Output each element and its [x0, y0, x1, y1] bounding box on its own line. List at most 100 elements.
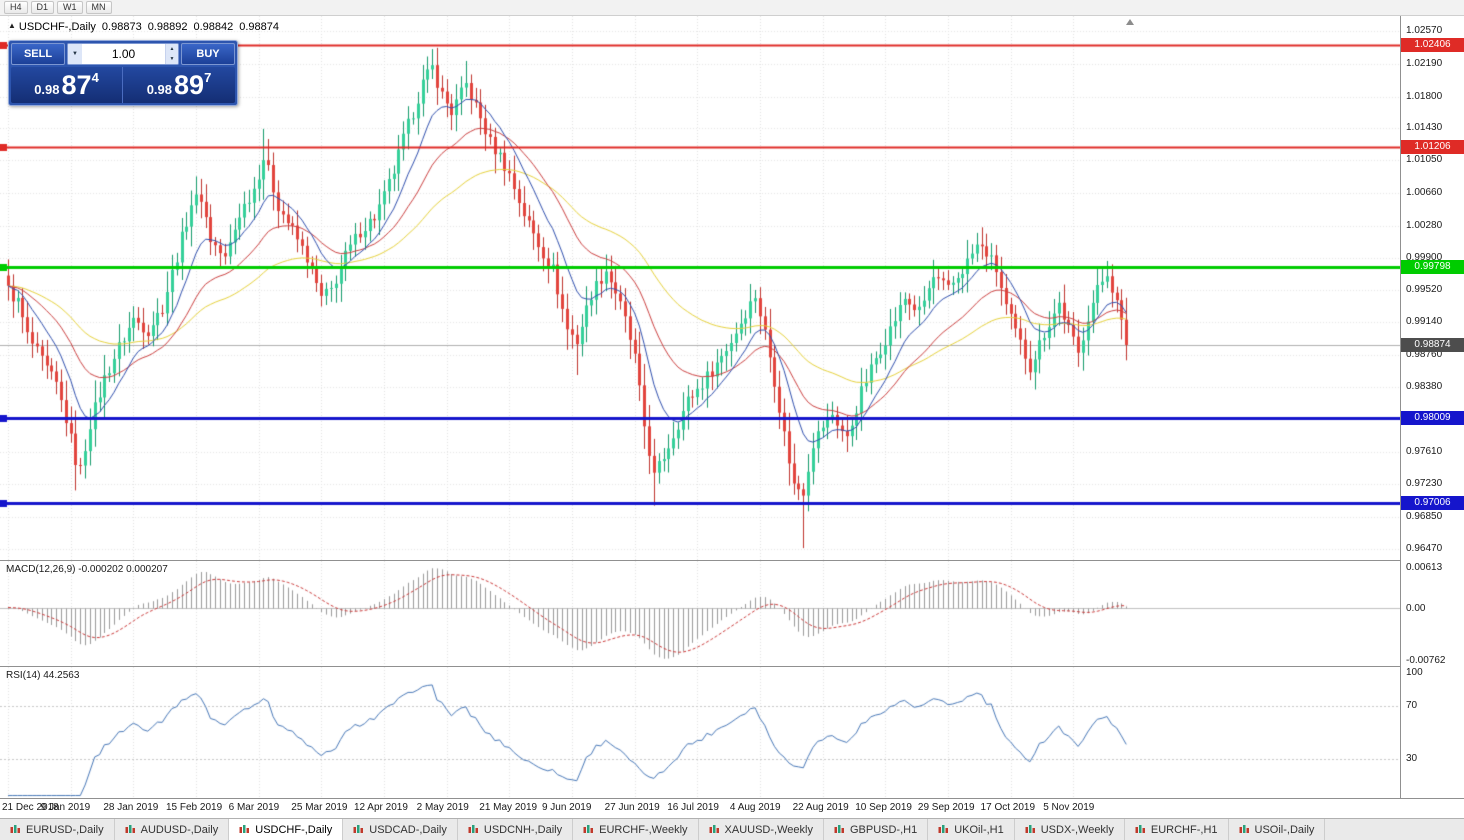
- tab-chart-icon: [938, 824, 949, 835]
- chart-tab[interactable]: USDCNH-,Daily: [458, 819, 574, 840]
- price-axis-label: 0.99140: [1406, 316, 1443, 328]
- chart-tab[interactable]: GBPUSD-,H1: [824, 819, 929, 840]
- macd-axis-max: 0.00613: [1406, 562, 1443, 573]
- volume-input[interactable]: 1.00: [111, 47, 136, 61]
- rsi-axis-label: 100: [1406, 667, 1423, 678]
- timeframe-toolbar: H4 D1 W1 MN: [0, 0, 1464, 16]
- tab-chart-icon: [10, 824, 21, 835]
- rsi-canvas[interactable]: [0, 667, 1400, 798]
- date-axis[interactable]: 21 Dec 2018 9 Jan 2019 28 Jan 2019 15 Feb 2…: [0, 798, 1464, 818]
- date-axis-label: 4 Aug 2019: [729, 802, 781, 813]
- chart-tab[interactable]: EURUSD-,Daily: [0, 819, 115, 840]
- chart-shift-marker[interactable]: [1126, 19, 1134, 25]
- tab-label: USDCNH-,Daily: [483, 823, 563, 836]
- price-axis-label: 1.02190: [1406, 57, 1443, 69]
- date-axis-label: 22 Aug 2019: [792, 802, 849, 813]
- chart-tab[interactable]: USDCAD-,Daily: [343, 819, 458, 840]
- price-axis-label: 0.99520: [1406, 284, 1443, 296]
- date-axis-label: 9 Jan 2019: [40, 802, 91, 813]
- date-axis-label: 6 Mar 2019: [228, 802, 280, 813]
- timeframe-w1-button[interactable]: W1: [57, 1, 83, 14]
- price-axis-label: 0.97610: [1406, 446, 1443, 458]
- chart-tab[interactable]: USDX-,Weekly: [1015, 819, 1125, 840]
- timeframe-h4-button[interactable]: H4: [4, 1, 28, 14]
- chart-tab[interactable]: UKOil-,H1: [928, 819, 1015, 840]
- tab-chart-icon: [125, 824, 136, 835]
- macd-label: MACD(12,26,9) -0.000202 0.000207: [6, 564, 168, 575]
- date-axis-label: 16 Jul 2019: [667, 802, 719, 813]
- price-chart-pane: [0, 16, 1400, 560]
- price-axis-label: 1.01800: [1406, 90, 1443, 102]
- price-axis-label: 1.00280: [1406, 219, 1443, 231]
- date-axis-label: 25 Mar 2019: [291, 802, 348, 813]
- bid-price-prefix: 0.98: [34, 81, 60, 97]
- tab-chart-icon: [239, 824, 250, 835]
- tab-label: GBPUSD-,H1: [849, 823, 918, 836]
- tab-chart-icon: [709, 824, 720, 835]
- chart-tab[interactable]: EURCHF-,Weekly: [573, 819, 699, 840]
- date-axis-label: 29 Sep 2019: [917, 802, 975, 813]
- price-axis-label: 0.97230: [1406, 478, 1443, 490]
- sell-button[interactable]: SELL: [11, 43, 65, 65]
- price-chart-canvas[interactable]: [0, 16, 1400, 560]
- date-axis-label: 12 Apr 2019: [353, 802, 408, 813]
- price-axis-label: 1.01430: [1406, 122, 1443, 134]
- one-click-trading-panel: SELL ▼ 1.00 ▲ ▼ BUY 0.98 87 4 0.98 89 7: [8, 40, 238, 106]
- chart-tabs-bar: EURUSD-,Daily AUDUSD-,Daily USDCHF-,Daily U…: [0, 818, 1464, 840]
- chart-tab[interactable]: USDCHF-,Daily: [229, 819, 344, 840]
- tab-label: EURUSD-,Daily: [26, 823, 104, 836]
- price-axis-label: 0.96850: [1406, 510, 1443, 522]
- price-axis-label: 1.01050: [1406, 154, 1443, 166]
- volume-field: ▼ 1.00 ▲ ▼: [67, 43, 179, 65]
- chart-tab[interactable]: EURCHF-,H1: [1125, 819, 1229, 840]
- timeframe-d1-button[interactable]: D1: [30, 1, 55, 14]
- date-axis-label: 15 Feb 2019: [165, 802, 223, 813]
- chart-collapse-icon[interactable]: ▲: [8, 21, 16, 30]
- rsi-axis-label: 70: [1406, 700, 1418, 712]
- date-axis-label: 27 Jun 2019: [604, 802, 660, 813]
- bid-price[interactable]: 0.98 87 4: [11, 67, 123, 103]
- rsi-indicator-pane: RSI(14) 44.2563: [0, 666, 1400, 798]
- volume-dropdown-icon[interactable]: ▼: [68, 44, 82, 64]
- bar-high-value: 0.98892: [147, 21, 188, 33]
- date-axis-label: 21 Dec 2018: [2, 802, 59, 813]
- tab-chart-icon: [468, 824, 479, 835]
- tab-label: USDX-,Weekly: [1040, 823, 1114, 836]
- volume-spin-down-icon[interactable]: ▼: [166, 54, 178, 64]
- chart-symbol-label: USDCHF-,Daily: [18, 21, 96, 33]
- macd-canvas[interactable]: [0, 561, 1400, 666]
- tab-chart-icon: [1239, 824, 1250, 835]
- price-axis-label: 0.96470: [1406, 542, 1443, 554]
- tab-label: USDCHF-,Daily: [255, 823, 333, 836]
- rsi-label: RSI(14) 44.2563: [6, 670, 80, 681]
- rsi-axis-label: 30: [1406, 752, 1418, 764]
- chart-tab[interactable]: XAUUSD-,Weekly: [699, 819, 824, 840]
- date-axis-label: 17 Oct 2019: [980, 802, 1036, 813]
- chart-header: ▲ USDCHF-,Daily 0.98873 0.98892 0.98842 0.988…: [8, 21, 279, 33]
- tab-chart-icon: [353, 824, 364, 835]
- volume-spin-up-icon[interactable]: ▲: [166, 44, 178, 54]
- ask-price-point: 7: [204, 70, 212, 85]
- price-axis-label: 0.98760: [1406, 348, 1443, 360]
- price-level-badge: 0.99798: [1401, 259, 1464, 274]
- timeframe-mn-button[interactable]: MN: [85, 1, 112, 14]
- price-axis-label: 0.98380: [1406, 380, 1443, 392]
- tab-label: XAUUSD-,Weekly: [724, 823, 813, 836]
- current-price-badge: 0.98874: [1401, 337, 1464, 352]
- macd-indicator-pane: MACD(12,26,9) -0.000202 0.000207: [0, 560, 1400, 666]
- chart-tab[interactable]: AUDUSD-,Daily: [115, 819, 230, 840]
- ask-price[interactable]: 0.98 89 7: [123, 67, 235, 103]
- bid-price-point: 4: [91, 70, 99, 85]
- buy-button[interactable]: BUY: [181, 43, 235, 65]
- tab-chart-icon: [1135, 824, 1146, 835]
- bar-low-value: 0.98842: [193, 21, 234, 33]
- bar-close-value: 0.98874: [239, 21, 279, 33]
- date-axis-label: 9 Jun 2019: [541, 802, 592, 813]
- chart-tab[interactable]: USOil-,Daily: [1229, 819, 1326, 840]
- tab-label: USOil-,Daily: [1254, 823, 1315, 836]
- date-axis-label: 21 May 2019: [479, 802, 538, 813]
- tab-label: EURCHF-,Weekly: [599, 823, 688, 836]
- price-level-badge: 0.97006: [1401, 496, 1464, 511]
- price-axis[interactable]: 1.02570 1.02190 1.01800 1.01430 1.01050 1.006…: [1400, 16, 1464, 798]
